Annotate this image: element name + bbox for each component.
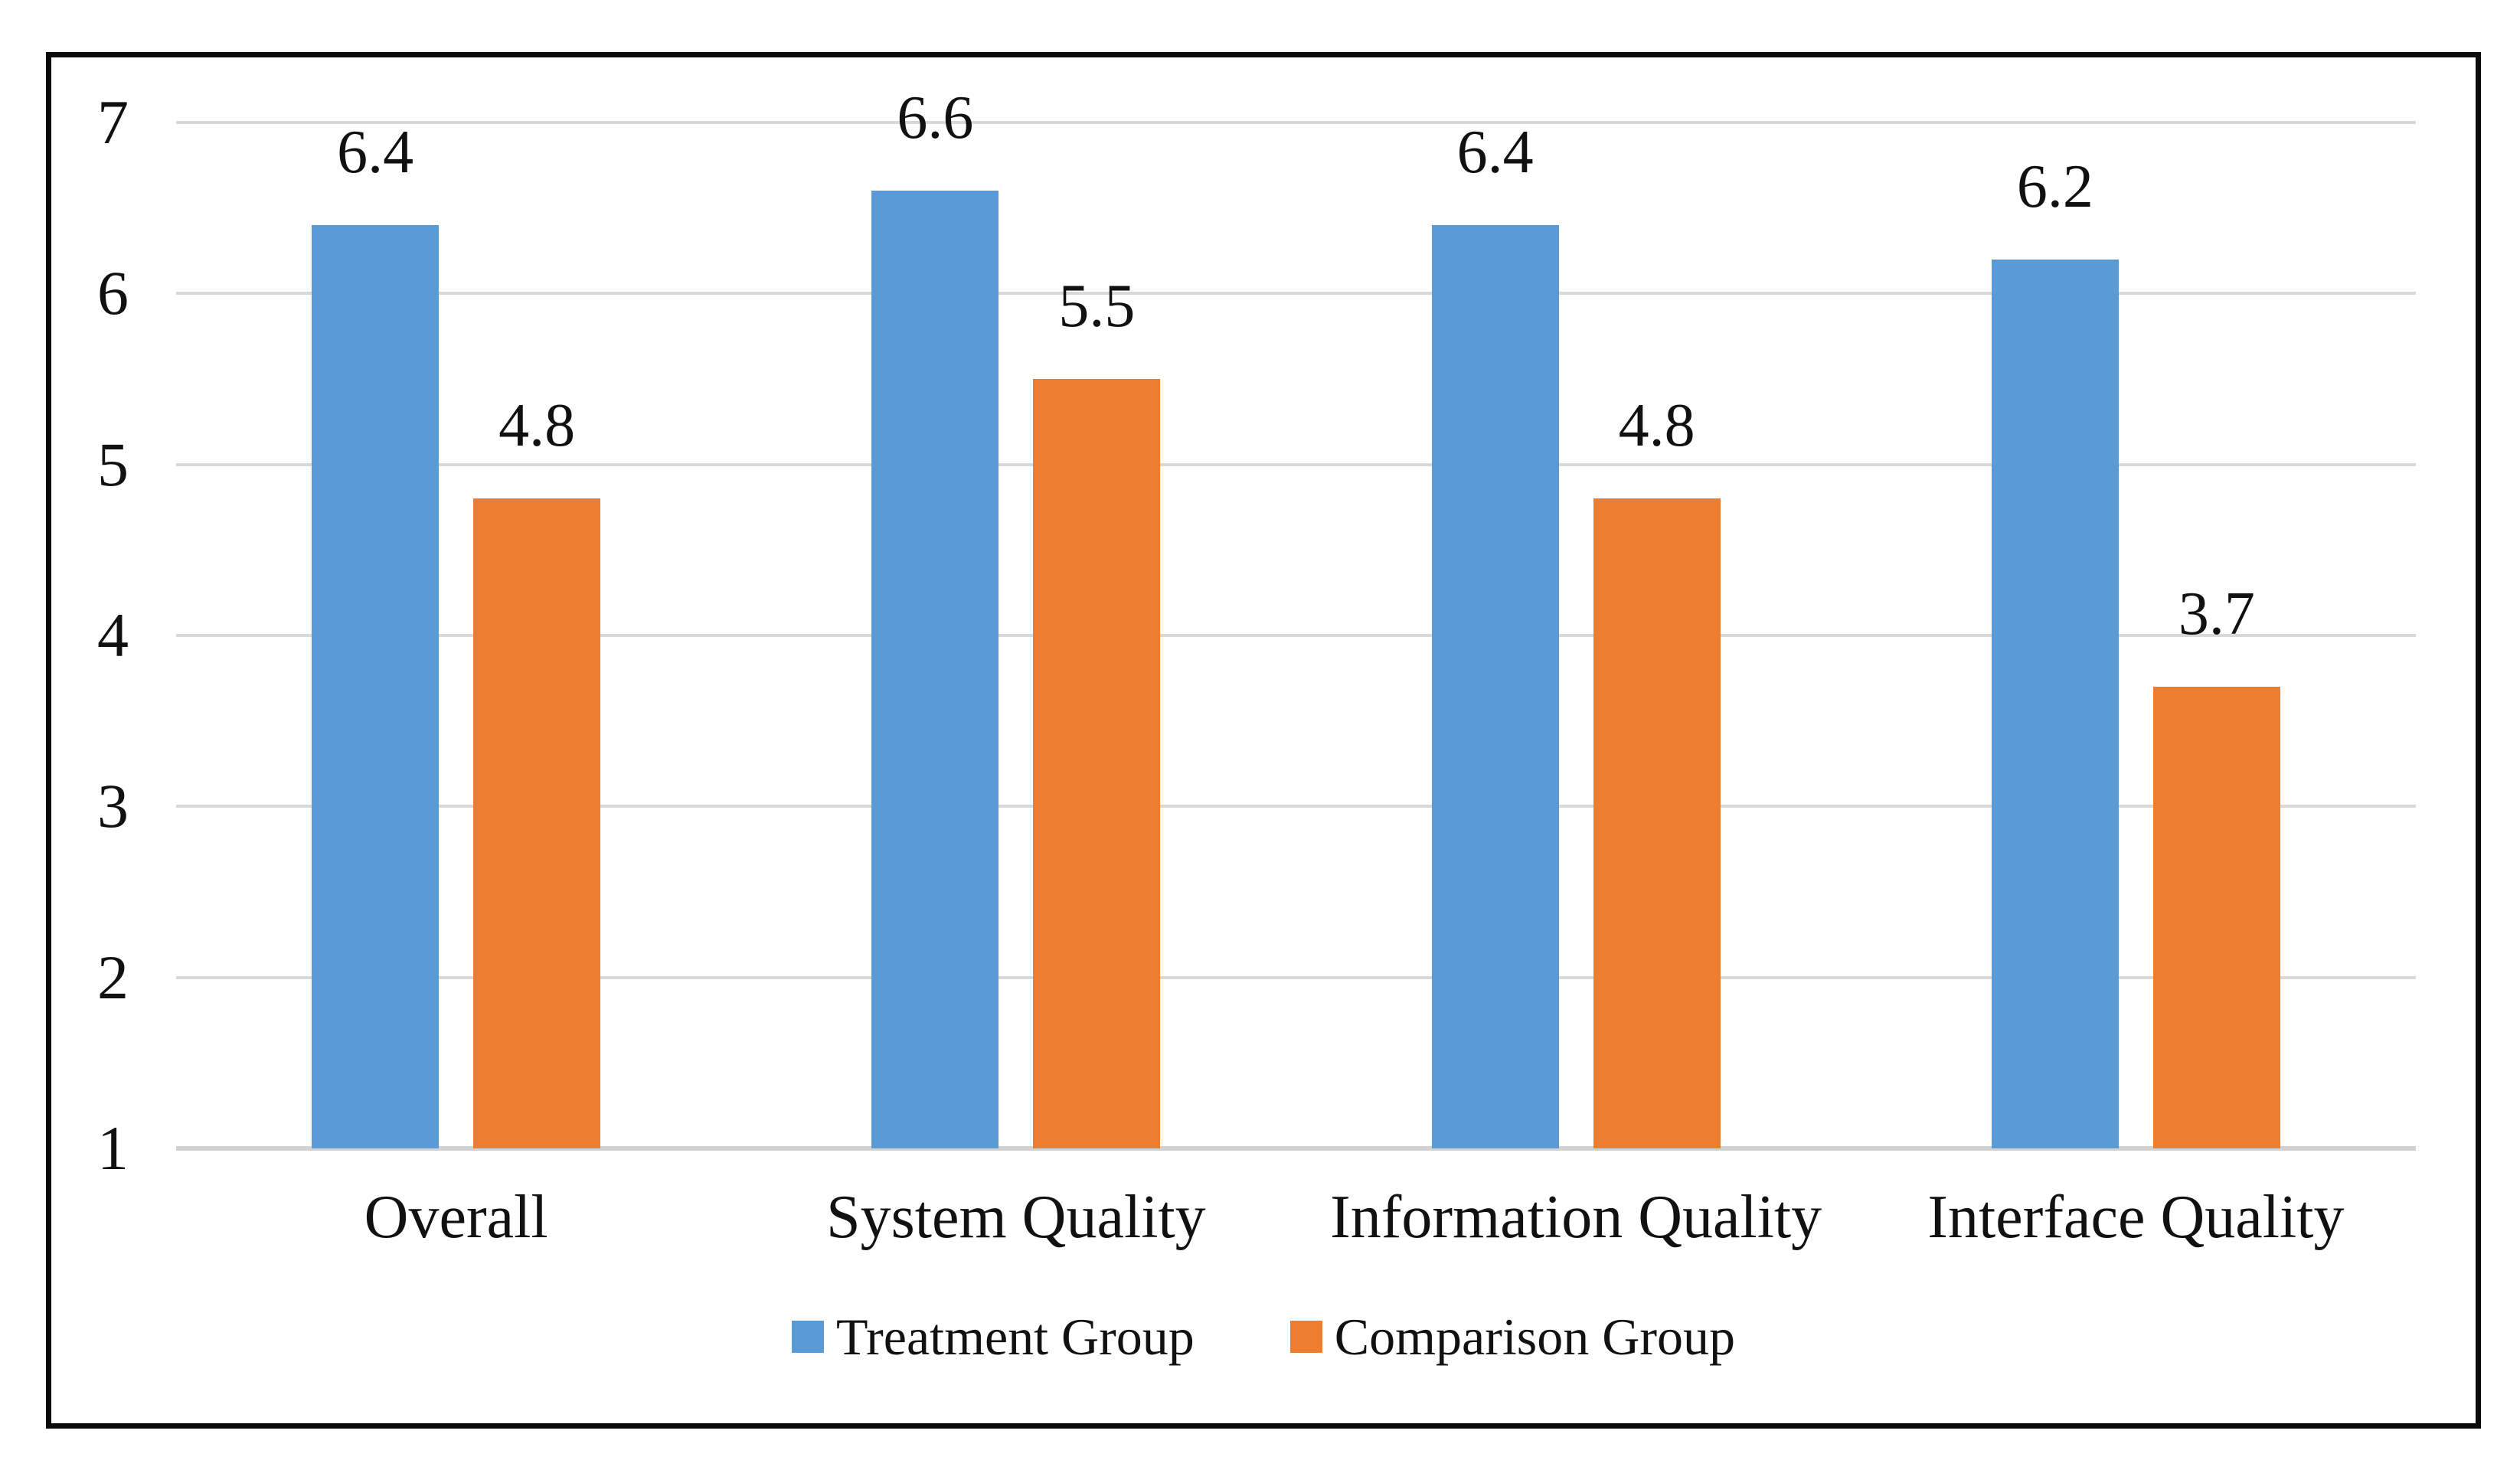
bar-comparison-group-system-quality: [1033, 379, 1161, 1148]
gridline-y-4: [176, 634, 2416, 637]
data-label: 6.4: [1456, 119, 1534, 186]
gridline-y-7: [176, 121, 2416, 124]
bar-comparison-group-overall: [473, 498, 601, 1148]
y-tick-label: 5: [97, 429, 129, 499]
legend: Treatment Group Comparison Group: [51, 1294, 2476, 1380]
category-label-system-quality: System Quality: [826, 1184, 1206, 1251]
data-label: 4.8: [1618, 392, 1695, 460]
legend-swatch-icon: [1289, 1321, 1322, 1353]
data-label: 3.7: [2178, 580, 2255, 648]
bar-treatment-group-system-quality: [871, 191, 999, 1148]
gridline-y-2: [176, 975, 2416, 979]
bar-treatment-group-interface-quality: [1991, 259, 2119, 1148]
bar-comparison-group-interface-quality: [2152, 687, 2280, 1148]
data-label: 4.8: [498, 392, 576, 460]
gridline-y-3: [176, 805, 2416, 808]
bar-treatment-group-overall: [312, 225, 440, 1148]
data-label: 6.6: [897, 84, 974, 152]
y-tick-label: 7: [97, 87, 129, 157]
y-tick-label: 1: [97, 1113, 129, 1183]
legend-label: Comparison Group: [1334, 1307, 1735, 1366]
bar-comparison-group-information-quality: [1593, 498, 1721, 1148]
category-label-overall: Overall: [364, 1184, 548, 1251]
data-label: 6.4: [337, 119, 414, 186]
y-tick-label: 3: [97, 771, 129, 841]
data-label: 6.2: [2016, 152, 2093, 220]
data-label: 5.5: [1058, 273, 1136, 340]
gridline-y-6: [176, 292, 2416, 296]
legend-swatch-icon: [792, 1321, 825, 1353]
y-tick-label: 6: [97, 258, 129, 328]
bar-treatment-group-information-quality: [1431, 225, 1559, 1148]
category-label-interface-quality: Interface Quality: [1927, 1184, 2345, 1251]
y-tick-label: 4: [97, 600, 129, 670]
legend-item-treatment-group: Treatment Group: [792, 1307, 1195, 1367]
gridline-y-5: [176, 462, 2416, 466]
legend-item-comparison-group: Comparison Group: [1289, 1307, 1735, 1367]
category-label-information-quality: Information Quality: [1330, 1184, 1822, 1251]
y-tick-label: 2: [97, 942, 129, 1012]
legend-label: Treatment Group: [836, 1307, 1195, 1366]
gridline-y-1: [176, 1146, 2416, 1151]
